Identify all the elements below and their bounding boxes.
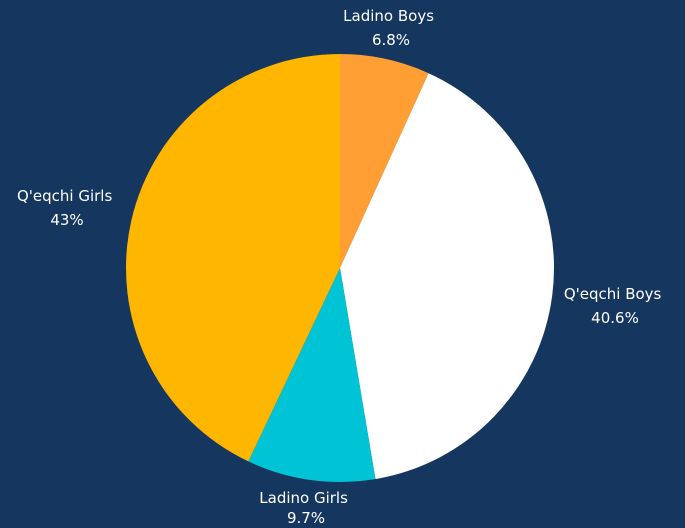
slice-value-qeqchi-girls: 43% (50, 211, 83, 229)
slice-name-ladino-boys: Ladino Boys (343, 7, 434, 25)
slice-value-ladino-girls: 9.7% (287, 509, 325, 527)
pie-slice-ladino-girls (248, 268, 376, 482)
pie-slice-q-eqchi-girls (126, 54, 340, 462)
slice-value-ladino-boys: 6.8% (372, 31, 410, 49)
slice-name-qeqchi-girls: Q'eqchi Girls (17, 187, 112, 205)
pie-labels: Ladino Boys 6.8% Q'eqchi Boys 40.6% Ladi… (17, 7, 666, 527)
slice-label-qeqchi-girls: Q'eqchi Girls 43% (17, 187, 117, 229)
pie-slice-q-eqchi-boys (340, 73, 554, 480)
slice-label-ladino-girls: Ladino Girls 9.7% (259, 489, 352, 527)
pie-slices (126, 54, 554, 482)
pie-slice-ladino-boys (340, 54, 429, 268)
slice-name-ladino-girls: Ladino Girls (259, 489, 348, 507)
slice-name-qeqchi-boys: Q'eqchi Boys (564, 285, 662, 303)
slice-label-qeqchi-boys: Q'eqchi Boys 40.6% (564, 285, 666, 327)
slice-value-qeqchi-boys: 40.6% (591, 309, 639, 327)
slice-label-ladino-boys: Ladino Boys 6.8% (343, 7, 439, 49)
